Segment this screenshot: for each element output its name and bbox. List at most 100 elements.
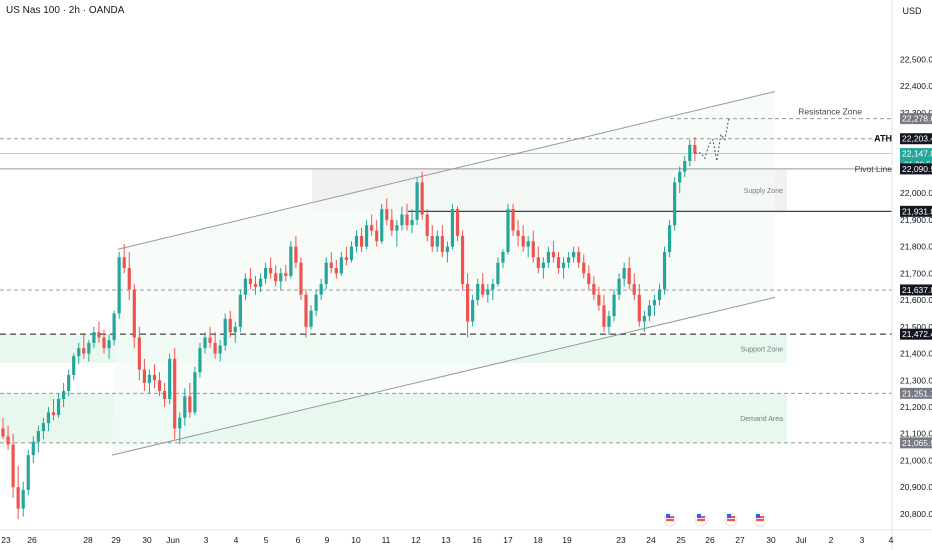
candle-body	[450, 209, 455, 247]
candle-body	[455, 209, 460, 236]
x-tick-label: 17	[503, 535, 513, 545]
price-tag-text: 21,251.1	[902, 388, 932, 398]
y-tick-label: 22,300.0	[900, 108, 932, 118]
candle-body	[137, 337, 141, 370]
time-axis[interactable]: 23 26 28 29 30 Jun 3 4 5 6 9 10 11 12 13 16 17 18 19 23 24 25…	[0, 529, 932, 545]
x-tick-label: 19	[562, 535, 572, 545]
x-tick-label: 13	[441, 535, 451, 545]
ath-label: ATH	[874, 134, 892, 144]
candle-body	[97, 332, 101, 338]
y-tick-label: 20,900.0	[900, 482, 932, 492]
event-flag-canton	[666, 514, 670, 518]
price-tag-text: 22,090.5	[902, 164, 932, 174]
projection-line	[694, 118, 730, 162]
zone-label-1: Support Zone	[741, 347, 784, 354]
candle-body	[359, 235, 364, 247]
price-tag-bg	[900, 163, 932, 175]
candle-body	[390, 219, 394, 231]
x-tick-label: Jun	[166, 535, 180, 545]
candle-body	[56, 398, 61, 416]
candle-body	[688, 144, 692, 162]
y-tick-label: 22,000.0	[900, 188, 932, 198]
candle-body	[597, 294, 601, 306]
y-tick-label: 21,400.0	[900, 349, 932, 359]
candle-body	[183, 396, 187, 418]
candle-body	[294, 246, 298, 263]
y-tick-label: 21,800.0	[900, 242, 932, 252]
candle-body	[36, 431, 40, 442]
x-tick-label: 16	[472, 535, 482, 545]
candle-body	[16, 487, 20, 509]
event-flag-stripe	[727, 519, 735, 522]
x-tick-label: 26	[27, 535, 37, 545]
x-tick-label: Jul	[796, 535, 807, 545]
candle-body	[31, 441, 35, 456]
resistance-zone-label: Resistance Zone	[798, 107, 862, 117]
candle-body	[274, 273, 278, 282]
candle-body	[163, 390, 167, 399]
channel-fill	[112, 91, 775, 456]
candle-body	[102, 337, 106, 349]
candle-body	[304, 294, 308, 327]
candle-body	[152, 374, 157, 381]
price-tag-text: 21,472.4	[902, 329, 932, 339]
candle-body	[395, 225, 399, 231]
x-tick-label: 6	[296, 535, 301, 545]
candle-body	[617, 278, 621, 295]
y-tick-label: 22,400.0	[900, 81, 932, 91]
candle-body	[481, 284, 485, 295]
price-tag-bg	[900, 284, 932, 296]
candle-body	[299, 262, 303, 295]
candle-body	[21, 489, 25, 509]
candle-body	[506, 209, 510, 252]
x-tick-label: 18	[533, 535, 543, 545]
candle-body	[87, 342, 91, 354]
y-tick-label: 20,800.0	[900, 509, 932, 519]
candle-body	[329, 262, 333, 268]
price-tag-text: 21,637.8	[902, 285, 932, 295]
candle-body	[587, 273, 591, 285]
candle-body	[673, 182, 677, 226]
projection-path	[694, 118, 730, 162]
candle-body	[602, 305, 606, 327]
y-tick-label: 21,200.0	[900, 402, 932, 412]
candle-body	[253, 284, 258, 287]
candle-body	[430, 235, 434, 247]
candle-body	[82, 348, 86, 354]
candle-body	[218, 345, 222, 354]
x-tick-label: 26	[705, 535, 715, 545]
price-axis[interactable]: 20,800.0 20,900.0 21,000.0 21,100.0 21,200.0…	[891, 0, 932, 550]
event-flags[interactable]	[663, 513, 767, 527]
y-tick-label: 21,900.0	[900, 215, 932, 225]
x-tick-label: 9	[325, 535, 330, 545]
level-labels: Resistance Zone ATH Pivot Line Supply Zone S…	[740, 107, 892, 423]
x-tick-label: 30	[142, 535, 152, 545]
candle-body	[678, 171, 682, 183]
symbol-title[interactable]: US Nas 100 · 2h · OANDA	[6, 5, 125, 16]
candle-body	[92, 332, 96, 343]
candle-body	[440, 235, 444, 252]
y-tick-label: 21,300.0	[900, 375, 932, 385]
candle-body	[193, 372, 197, 413]
candle-body	[375, 230, 379, 242]
candle-body	[26, 455, 30, 490]
candle-body	[203, 337, 207, 349]
candle-body	[592, 284, 596, 295]
candle-body	[561, 262, 566, 268]
candle-body	[344, 257, 348, 260]
candle-body	[370, 225, 374, 231]
price-tag-text: 21,065.9	[902, 438, 932, 448]
currency-label[interactable]: USD	[902, 6, 922, 16]
pivot-line-label: Pivot Line	[855, 164, 893, 174]
candle-body	[117, 257, 121, 314]
candle-body	[112, 313, 116, 341]
candle-body	[339, 257, 343, 274]
candle-body	[627, 267, 631, 285]
candle-body	[556, 257, 561, 268]
candles-layer	[1, 136, 697, 520]
candle-body	[279, 273, 283, 282]
event-flag-stripe	[697, 519, 705, 522]
y-tick-label: 21,100.0	[900, 429, 932, 439]
candle-body	[582, 262, 586, 274]
